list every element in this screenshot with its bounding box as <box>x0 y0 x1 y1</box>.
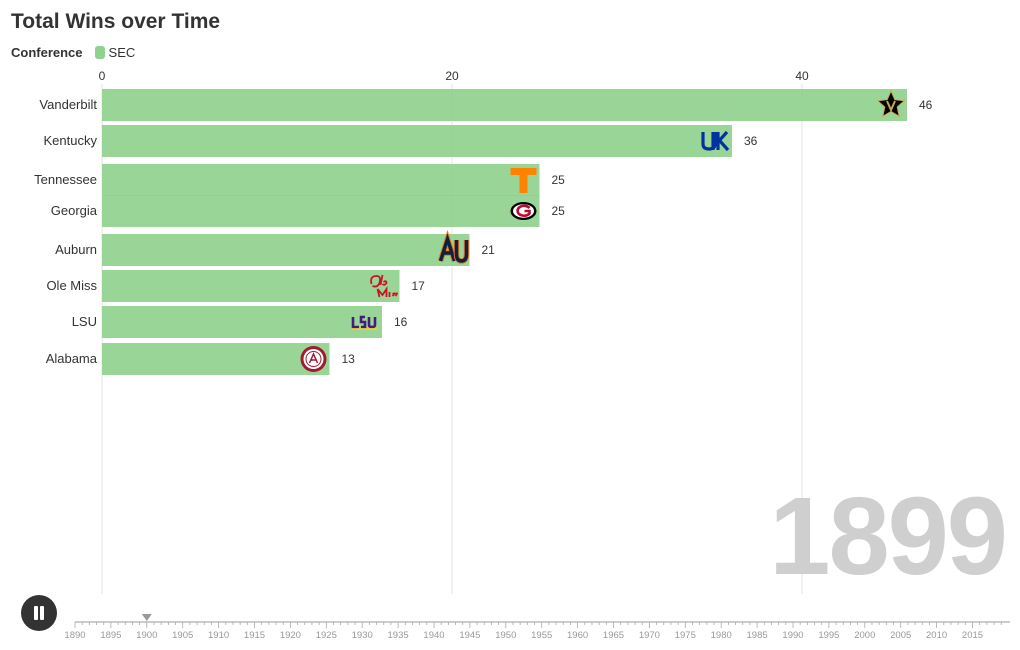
timeline-tick-label: 1925 <box>316 630 337 641</box>
timeline-tick-label: 1960 <box>567 630 588 641</box>
bar[interactable] <box>102 164 540 196</box>
timeline-tick-label: 1965 <box>603 630 624 641</box>
bar[interactable] <box>102 306 382 338</box>
timeline-tick-label: 1910 <box>208 630 229 641</box>
pause-button[interactable] <box>21 595 57 631</box>
pause-icon-bar-right <box>40 606 44 620</box>
seal-a <box>308 352 319 364</box>
vanderbilt-star-v-logo-icon <box>876 89 906 118</box>
category-label: Auburn <box>55 242 97 257</box>
u-letter <box>454 240 469 263</box>
t-shape <box>510 168 537 193</box>
bar[interactable] <box>102 195 540 227</box>
timeline-tick-label: 1955 <box>531 630 552 641</box>
value-label: 21 <box>482 243 496 257</box>
tennessee-t-logo-icon <box>510 168 537 193</box>
timeline-tick-label: 1930 <box>352 630 373 641</box>
category-label: Vanderbilt <box>39 97 97 112</box>
x-tick-label: 0 <box>99 69 106 83</box>
v-shape <box>886 100 896 113</box>
value-label: 46 <box>919 98 933 112</box>
x-tick-label: 40 <box>795 69 809 83</box>
uk-shape <box>701 130 730 152</box>
chart-title: Total Wins over Time <box>11 10 221 33</box>
bar-group[interactable]: LSU 16 <box>72 306 408 338</box>
bar-group[interactable]: Kentucky 36 <box>44 125 758 157</box>
category-label: Kentucky <box>44 133 98 148</box>
legend-title: Conference <box>11 45 83 60</box>
timeline-tick-label: 1995 <box>818 630 839 641</box>
seal-inner-ring <box>305 351 322 367</box>
timeline-tick-label: 1905 <box>172 630 193 641</box>
lsu-letters <box>351 315 377 329</box>
timeline-tick-label: 1980 <box>711 630 732 641</box>
timeline-tick-label: 2000 <box>854 630 875 641</box>
timeline-tick-label: 1895 <box>100 630 121 641</box>
category-label: LSU <box>72 314 97 329</box>
g-letter <box>516 204 531 218</box>
kentucky-uk-logo-icon <box>701 130 730 152</box>
legend: Conference SEC <box>11 45 135 60</box>
bar[interactable] <box>102 89 907 121</box>
ole-miss-script-logo-icon <box>370 274 398 298</box>
category-label: Alabama <box>46 351 98 366</box>
category-label: Ole Miss <box>46 278 97 293</box>
timeline-tick-label: 2015 <box>962 630 983 641</box>
lsu-wordmark-logo-icon <box>351 315 377 330</box>
value-label: 13 <box>342 352 356 366</box>
timeline-tick-label: 2010 <box>926 630 947 641</box>
pause-icon-bar-left <box>34 606 38 620</box>
value-label: 25 <box>552 204 566 218</box>
timeline-tick-label: 1950 <box>495 630 516 641</box>
timeline-handle[interactable] <box>141 614 152 621</box>
timeline-tick-label: 1890 <box>64 630 85 641</box>
bar-group[interactable]: Ole Miss 17 <box>46 270 425 302</box>
timeline-tick-label: 1985 <box>747 630 768 641</box>
timeline-tick-label: 1935 <box>388 630 409 641</box>
timeline-tick-label: 1945 <box>459 630 480 641</box>
timeline-tick-label: 1920 <box>280 630 301 641</box>
bar-group[interactable]: Vanderbilt 46 <box>39 89 933 121</box>
bar[interactable] <box>102 270 400 302</box>
timeline-tick-label: 2005 <box>890 630 911 641</box>
timeline-tick-label: 1970 <box>639 630 660 641</box>
georgia-g-logo-icon <box>510 202 537 220</box>
bar-group[interactable]: Alabama 13 <box>46 343 355 375</box>
timeline-tick-label: 1990 <box>782 630 803 641</box>
timeline-tick-label: 1975 <box>675 630 696 641</box>
x-tick-label: 20 <box>445 69 459 83</box>
timeline-tick-label: 1915 <box>244 630 265 641</box>
bar-group[interactable]: Tennessee 25 <box>34 164 565 196</box>
timeline-tick-label: 1900 <box>136 630 157 641</box>
category-label: Georgia <box>51 203 98 218</box>
legend-swatch-sec[interactable] <box>94 46 105 59</box>
bar-group[interactable]: Auburn 21 <box>55 229 496 266</box>
value-label: 17 <box>412 279 426 293</box>
a-letter <box>438 233 457 262</box>
timeline-slider[interactable]: 1890 1895 1900 1905 1910 1915 1920 1925 1930 1935… <box>0 605 1020 645</box>
value-label: 25 <box>552 173 566 187</box>
bar-group[interactable]: Georgia 25 <box>51 195 565 227</box>
value-label: 36 <box>744 134 758 148</box>
alabama-seal-logo-icon <box>300 346 327 372</box>
script-shape <box>370 274 398 298</box>
value-label: 16 <box>394 315 408 329</box>
auburn-au-logo-icon <box>437 229 470 264</box>
bar[interactable] <box>102 125 732 157</box>
legend-label-sec[interactable]: SEC <box>108 45 136 60</box>
category-label: Tennessee <box>34 172 97 187</box>
current-year-label: 1899 <box>769 475 1008 598</box>
bar[interactable] <box>102 343 330 375</box>
bar[interactable] <box>102 234 470 266</box>
timeline-tick-label: 1940 <box>423 630 444 641</box>
